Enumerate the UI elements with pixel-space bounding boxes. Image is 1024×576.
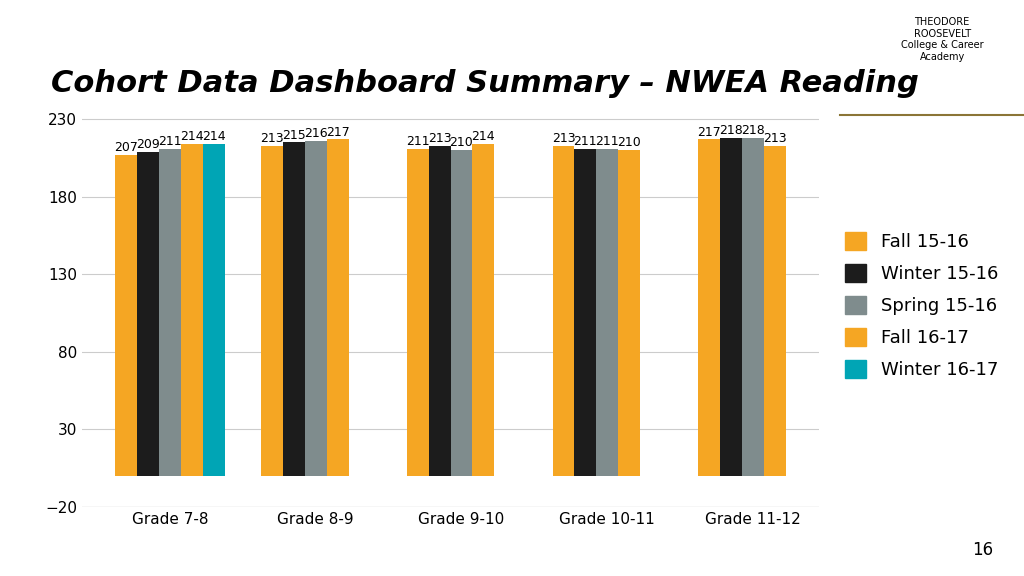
Text: 214: 214	[471, 130, 496, 143]
Text: 209: 209	[136, 138, 160, 151]
Text: 217: 217	[326, 126, 349, 139]
Bar	[618, 150, 640, 476]
Bar	[283, 142, 305, 476]
Text: 215: 215	[282, 128, 306, 142]
Bar	[159, 149, 181, 476]
Bar	[203, 144, 224, 476]
Bar	[407, 149, 429, 476]
Bar	[698, 139, 720, 476]
Text: 211: 211	[573, 135, 597, 148]
Bar	[429, 146, 451, 476]
Text: 213: 213	[763, 132, 786, 145]
Bar	[451, 150, 472, 476]
Bar	[472, 144, 495, 476]
Bar	[574, 149, 596, 476]
Text: 218: 218	[741, 124, 765, 137]
Bar	[553, 146, 574, 476]
Bar	[137, 151, 159, 476]
Text: 213: 213	[428, 132, 452, 145]
Text: 16: 16	[972, 541, 993, 559]
Text: 214: 214	[202, 130, 225, 143]
Text: 211: 211	[406, 135, 430, 148]
Text: 210: 210	[617, 137, 641, 149]
Legend: Fall 15-16, Winter 15-16, Spring 15-16, Fall 16-17, Winter 16-17: Fall 15-16, Winter 15-16, Spring 15-16, …	[836, 222, 1008, 388]
Text: 207: 207	[115, 141, 138, 154]
Bar	[116, 155, 137, 476]
Text: 211: 211	[595, 135, 620, 148]
Bar	[764, 146, 785, 476]
Text: Cohort Data Dashboard Summary – NWEA Reading: Cohort Data Dashboard Summary – NWEA Rea…	[51, 69, 920, 98]
Text: 213: 213	[552, 132, 575, 145]
Text: 217: 217	[697, 126, 721, 139]
Bar	[327, 139, 348, 476]
Text: 218: 218	[719, 124, 743, 137]
Text: 211: 211	[159, 135, 182, 148]
Bar	[720, 138, 742, 476]
Text: THEODORE
ROOSEVELT
College & Career
Academy: THEODORE ROOSEVELT College & Career Acad…	[901, 17, 983, 62]
Text: 213: 213	[260, 132, 284, 145]
Text: 216: 216	[304, 127, 328, 140]
Bar	[596, 149, 618, 476]
Text: 214: 214	[180, 130, 204, 143]
Text: 210: 210	[450, 137, 473, 149]
Bar	[305, 141, 327, 476]
Bar	[261, 146, 283, 476]
Bar	[742, 138, 764, 476]
Bar	[181, 144, 203, 476]
